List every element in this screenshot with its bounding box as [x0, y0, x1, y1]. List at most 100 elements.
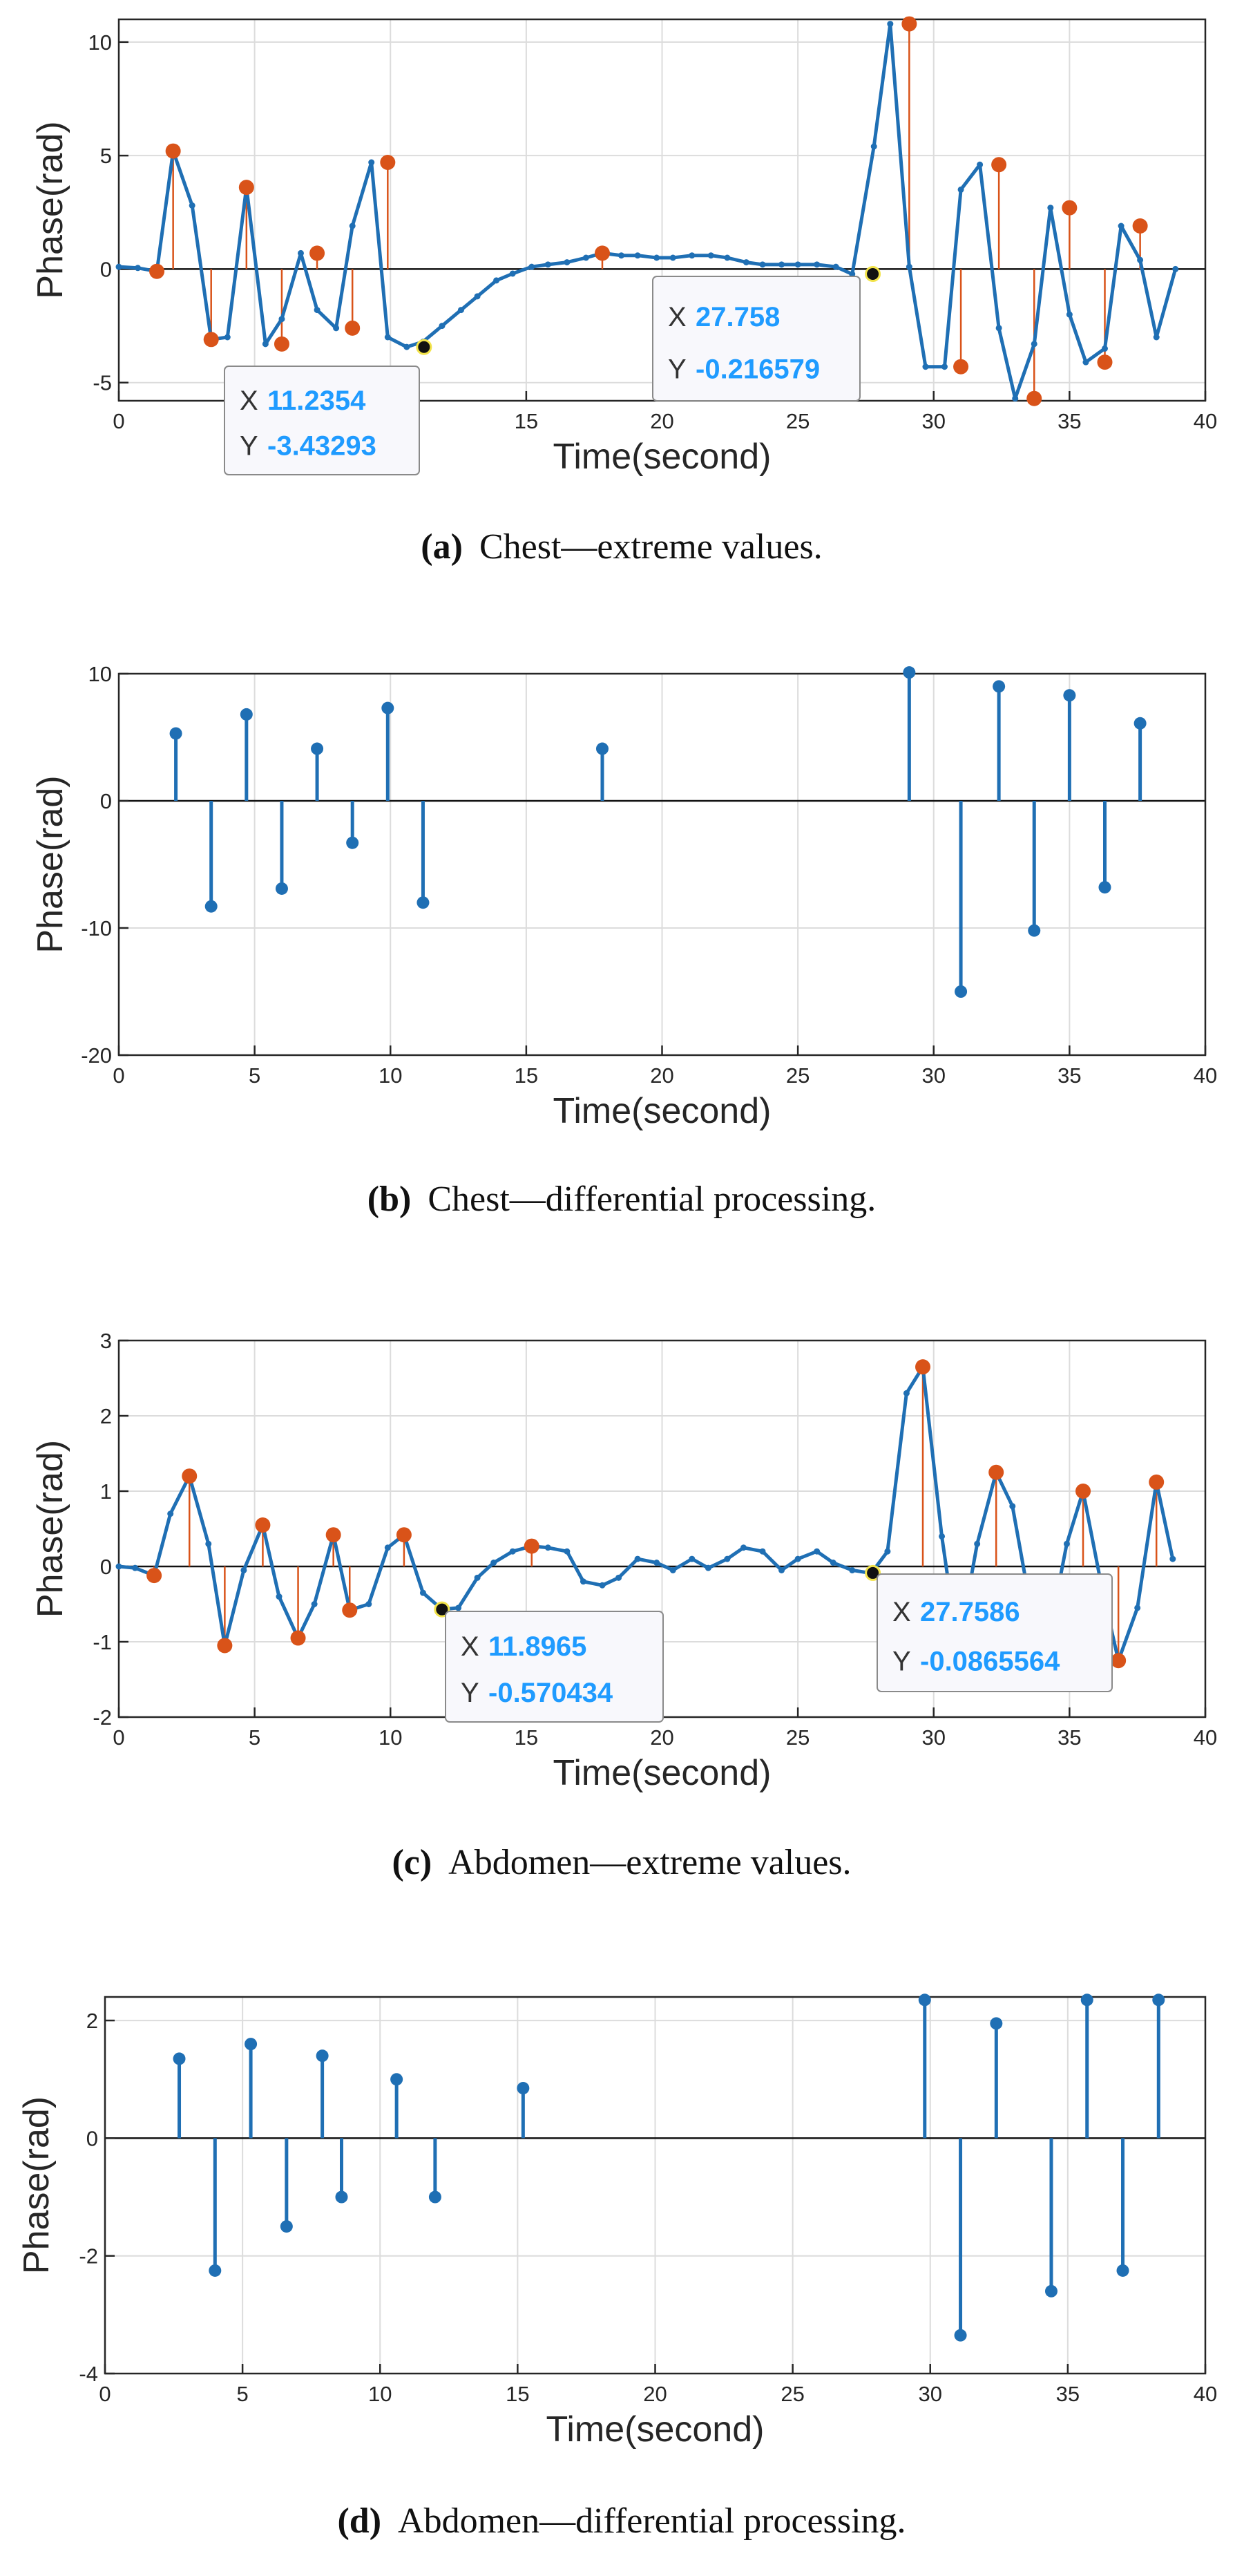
phase-point [740, 1544, 747, 1551]
phase-point [135, 265, 142, 272]
phase-point [528, 263, 535, 270]
phase-point [1063, 1540, 1070, 1547]
extreme-marker [380, 155, 396, 170]
phase-point [132, 1564, 139, 1571]
y-tick-label: -10 [81, 916, 112, 940]
stem-marker [1116, 2264, 1129, 2277]
extreme-marker [274, 336, 289, 352]
x-tick-label: 0 [99, 2382, 111, 2406]
stem-marker [381, 701, 394, 714]
phase-point [544, 261, 551, 268]
phase-point [276, 1593, 283, 1600]
phase-point [419, 1589, 426, 1596]
stem-marker [955, 985, 968, 998]
x-tick-label: 30 [922, 409, 946, 433]
stem-marker [280, 2220, 293, 2233]
x-tick-label: 15 [515, 1725, 538, 1750]
y-axis-label: Phase(rad) [30, 1440, 70, 1618]
x-tick-label: 15 [506, 2382, 529, 2406]
phase-point [1169, 1555, 1176, 1562]
caption-text: Abdomen—differential processing. [398, 2501, 906, 2541]
x-axis-label: Time(second) [553, 437, 772, 477]
extreme-marker [345, 320, 361, 336]
datatip-marker [865, 1564, 881, 1581]
x-tick-label: 5 [249, 1063, 260, 1088]
phase-point [903, 1390, 910, 1396]
phase-point [759, 261, 766, 268]
x-tick-label: 20 [650, 409, 673, 433]
phase-point [509, 1548, 516, 1555]
caption-label: (a) [421, 527, 463, 567]
phase-point [297, 249, 304, 256]
phase-point [240, 1566, 247, 1573]
phase-point [1047, 205, 1054, 211]
phase-point [205, 1540, 212, 1547]
phase-point [599, 1582, 606, 1589]
phase-point [849, 271, 856, 278]
datatip-y-value: -0.0865564 [920, 1646, 1060, 1676]
extreme-marker [524, 1538, 539, 1554]
extreme-marker [988, 1464, 1004, 1480]
datatip-x-label: X [668, 302, 687, 332]
stem-marker [209, 2264, 222, 2277]
stem-marker [1152, 1993, 1165, 2007]
chart-c: 0 5 10 15 20 25 30 35 40 -2 -1 0 1 2 3 Time(second) Phas… [30, 1329, 1217, 1882]
y-axis-label: Phase(rad) [30, 775, 70, 953]
datatip-y-label: Y [668, 354, 687, 385]
phase-point [778, 261, 785, 268]
y-tick-label: 2 [100, 1404, 112, 1428]
phase-point [189, 202, 195, 209]
x-tick-label: 20 [643, 2382, 667, 2406]
datatip-x-label: X [240, 386, 258, 416]
stem-marker [1133, 717, 1147, 730]
phase-point [794, 261, 801, 268]
phase-point [814, 1548, 821, 1555]
phase-point [1082, 359, 1089, 366]
stem-marker [1044, 2284, 1058, 2298]
datatip-x-value: 27.7586 [920, 1597, 1020, 1627]
y-tick-label: 10 [88, 662, 112, 686]
phase-point [884, 1548, 891, 1555]
x-tick-label: 30 [919, 2382, 942, 2406]
extreme-marker [182, 1468, 198, 1484]
phase-line [118, 22, 1178, 401]
phase-point [580, 1578, 586, 1585]
y-axis-label: Phase(rad) [17, 2096, 57, 2274]
x-tick-label: 35 [1058, 1063, 1081, 1088]
stem-marker [903, 666, 916, 679]
phase-point [349, 222, 356, 229]
datatip-x-value: 11.2354 [267, 386, 366, 416]
phase-point [724, 254, 731, 261]
caption-text: Chest—extreme values. [479, 527, 823, 567]
datatip-x-value: 11.8965 [488, 1631, 586, 1662]
phase-point [457, 307, 464, 314]
stem-marker [1028, 924, 1041, 937]
datatip-y-label: Y [892, 1646, 911, 1676]
phase-point [368, 159, 375, 166]
phase-point [1031, 341, 1037, 348]
y-tick-label: 0 [100, 789, 112, 813]
extreme-marker [901, 16, 917, 32]
x-tick-label: 5 [249, 1725, 260, 1750]
y-tick-label: 0 [86, 2126, 98, 2150]
extreme-marker [1026, 390, 1042, 406]
stem-marker [240, 708, 253, 721]
x-tick-label: 40 [1194, 409, 1217, 433]
x-tick-label: 35 [1056, 2382, 1080, 2406]
x-tick-label: 0 [113, 1725, 124, 1750]
phase-point [167, 1510, 174, 1517]
y-tick-label: 5 [100, 144, 112, 168]
x-axis-label: Time(second) [553, 1091, 772, 1131]
extreme-marker [238, 180, 254, 196]
stem-marker [311, 742, 324, 755]
phase-point [314, 307, 320, 314]
x-tick-label: 25 [786, 1725, 810, 1750]
extreme-marker [1075, 1484, 1091, 1499]
datatip-y-value: -0.216579 [696, 354, 820, 385]
phase-point [939, 1533, 946, 1540]
phase-point [814, 261, 821, 268]
y-tick-label: -2 [79, 2244, 98, 2269]
phase-point [564, 1548, 571, 1555]
y-tick-label: 0 [100, 257, 112, 281]
